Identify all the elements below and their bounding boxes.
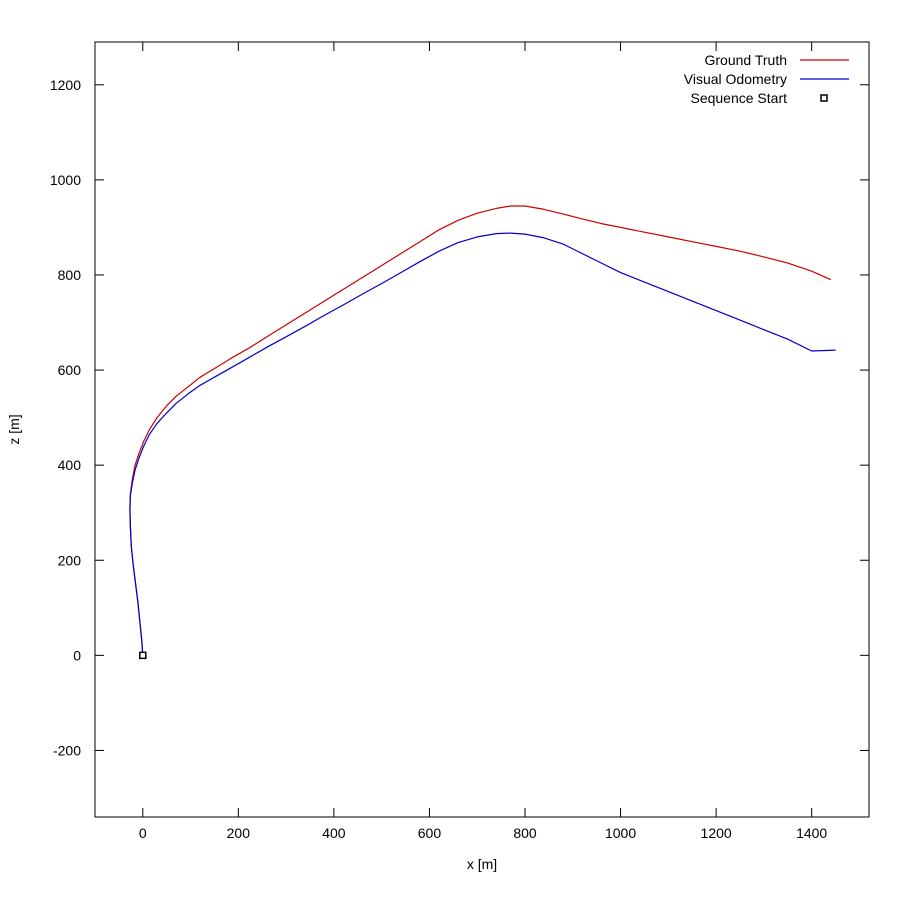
y-tick-label: 1000 (50, 172, 81, 188)
y-tick-label: 400 (58, 457, 82, 473)
y-tick-label: 1200 (50, 77, 81, 93)
sequence-start-marker (139, 651, 147, 660)
y-tick-label: -200 (53, 742, 81, 758)
tick-labels: 0 200 400 600 800 1000 1200 1400 -200 0 200 400 600 8… (50, 77, 828, 841)
x-tick-label: 800 (513, 825, 537, 841)
y-tick-label: 0 (73, 647, 81, 663)
y-tick-label: 200 (58, 552, 82, 568)
axis-ticks (95, 42, 869, 817)
x-tick-label: 1400 (796, 825, 827, 841)
x-tick-label: 1000 (605, 825, 636, 841)
series-layer (129, 205, 836, 656)
x-tick-label: 1200 (701, 825, 732, 841)
legend-label-ground-truth: Ground Truth (705, 52, 788, 68)
legend-marker-sequence-start (820, 94, 828, 102)
x-tick-label: 200 (227, 825, 251, 841)
y-axis-label: z [m] (6, 414, 22, 444)
x-axis-label: x [m] (467, 856, 497, 872)
x-tick-label: 600 (418, 825, 442, 841)
marker-layer (139, 651, 147, 660)
x-tick-label: 400 (322, 825, 346, 841)
plot-frame (94, 41, 870, 818)
series-line-visual-odometry (129, 232, 836, 656)
x-tick-label: 0 (139, 825, 147, 841)
y-tick-label: 600 (58, 362, 82, 378)
legend-label-sequence-start: Sequence Start (690, 90, 787, 106)
legend-label-visual-odometry: Visual Odometry (684, 71, 787, 87)
legend: Ground Truth Visual Odometry Sequence St… (684, 52, 849, 106)
y-tick-label: 800 (58, 267, 82, 283)
